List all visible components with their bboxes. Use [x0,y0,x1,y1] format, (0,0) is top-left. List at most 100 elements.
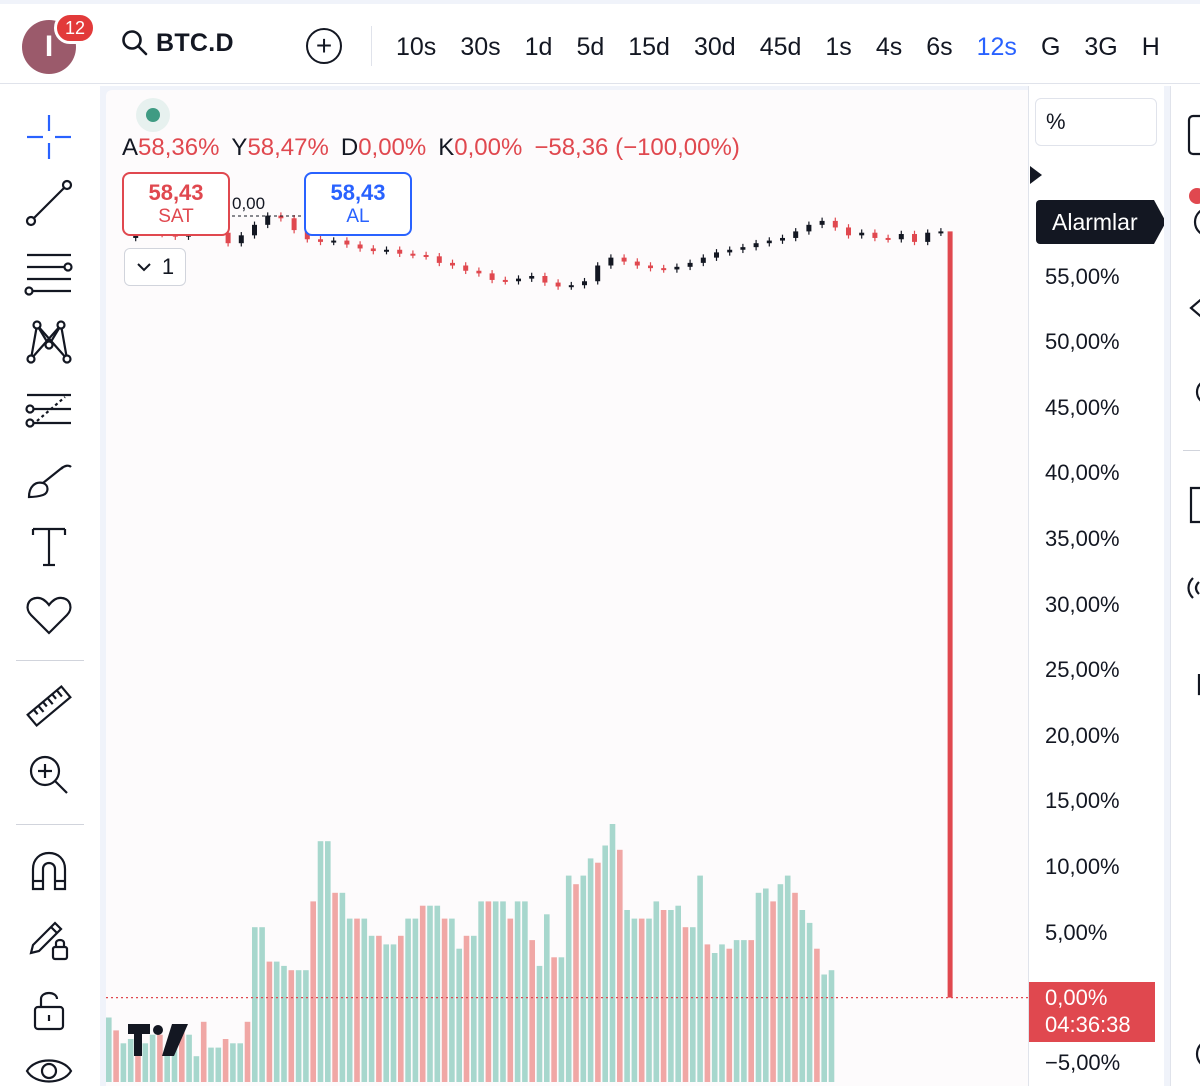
volume-bar [806,922,813,1082]
interval-3g-button[interactable]: 3G [1084,32,1118,61]
top-divider [0,0,1200,4]
pattern-tool[interactable] [22,314,76,368]
interval-1d-button[interactable]: 1d [524,32,553,61]
compare-symbol-button[interactable]: + [306,28,342,64]
interval-12s-button[interactable]: 12s [976,32,1017,61]
ideas-icon[interactable] [1185,482,1200,528]
volume-bar [748,940,754,1082]
notifications-icon[interactable] [1185,660,1200,706]
candle-body [846,227,851,236]
data-window-icon[interactable] [1185,286,1200,332]
price-scale-label: 45,00% [1045,395,1120,420]
volume-bar [522,901,528,1082]
low-key: D [340,134,359,161]
trend-line-tool[interactable] [22,176,76,230]
volume-bar [456,948,462,1082]
zoom-in-icon [29,755,68,794]
alarm-clock-icon[interactable] [1185,198,1200,244]
volume-bar [595,862,601,1082]
fib-retracement-tool[interactable] [22,246,76,300]
text-icon [31,527,67,567]
lock-drawing-tool[interactable] [22,912,76,966]
lock-all-tool[interactable] [22,982,76,1036]
magnet-tool[interactable] [22,844,76,898]
volume-bar [208,1047,214,1082]
zoom-tool[interactable] [22,748,76,802]
brush-tool[interactable] [22,452,76,506]
scale-mode-field[interactable]: % [1035,98,1157,146]
volume-bar [215,1047,222,1082]
measure-tool[interactable] [22,680,76,734]
candle-body [238,235,244,244]
volume-bar [646,918,652,1082]
volume-bar [200,1021,207,1082]
market-status[interactable] [136,98,170,132]
price-scale-label: 10,00% [1045,854,1120,879]
candlestick-chart[interactable] [106,90,1028,1086]
candle-body [661,268,667,271]
high-key: Y [231,134,248,161]
interval-45d-button[interactable]: 45d [759,32,802,61]
candle-body [806,224,812,232]
candle-body [291,218,297,231]
volume-bar [142,1043,149,1082]
volume-bar [449,918,455,1082]
prediction-tool[interactable] [22,384,76,438]
text-tool[interactable] [22,520,76,574]
volume-bar [799,910,806,1082]
unlock-icon [33,991,65,1031]
notification-badge[interactable]: 12 [54,12,96,44]
price-scale[interactable]: % 0,00% 04:36:38 55,00% 50,00% 45,00% 40,00… [1028,86,1164,1086]
candle-body [700,257,706,263]
crosshair-tool[interactable] [22,110,76,164]
volume-bar [529,940,535,1082]
buy-button[interactable]: 58,43 AL [304,172,412,236]
indicator-count: 1 [161,254,175,279]
sell-label: SAT [158,206,194,227]
hide-drawings-tool[interactable] [22,1044,76,1086]
candle-body [529,276,535,279]
price-scale-label: 20,00% [1045,723,1120,748]
help-icon[interactable] [1185,1030,1200,1076]
volume-bar [675,905,681,1082]
avatar-letter: I [44,30,54,63]
crash-candle [947,231,953,998]
chart-pane[interactable]: A 58,36% Y 58,47% D 0,00% K 0,00% −58,36 (−1… [106,90,1028,1086]
symbol-search[interactable]: BTC.D [120,28,234,58]
watchlist-icon[interactable] [1185,112,1200,158]
candle-body [252,224,257,236]
interval-30s-button[interactable]: 30s [460,32,501,61]
low-value: 0,00% [358,134,427,161]
sell-button[interactable]: 58,43 SAT [122,172,230,236]
interval-15d-button[interactable]: 15d [628,32,670,61]
candle-body [516,278,521,282]
interval-5d-button[interactable]: 5d [576,32,605,61]
volume-bar [179,1030,185,1082]
close-key: K [438,134,455,161]
volume-bar [222,1039,229,1082]
volume-bar [310,901,316,1082]
candle-body [555,282,561,287]
interval-10s-button[interactable]: 10s [396,32,437,61]
volume-bar [624,910,630,1082]
lines-icon [24,253,73,296]
sidebar-separator [1183,450,1200,451]
interval-h-button[interactable]: H [1141,32,1160,61]
volume-bar [733,940,740,1082]
interval-6s-button[interactable]: 6s [926,32,953,61]
interval-g-button[interactable]: G [1040,32,1061,61]
volume-bar [507,918,514,1082]
volume-bar [244,1021,251,1082]
hotlist-icon[interactable] [1185,370,1200,416]
interval-30d-button[interactable]: 30d [693,32,736,61]
favorites-tool[interactable] [22,588,76,642]
interval-4s-button[interactable]: 4s [875,32,903,61]
streams-icon[interactable] [1185,564,1200,610]
eye-icon [25,1059,73,1083]
interval-1s-button[interactable]: 1s [825,32,852,61]
indicators-collapse-button[interactable]: 1 [124,248,186,286]
volume-bar [697,875,703,1082]
toolbar-separator [16,660,84,661]
volume-bar [259,927,265,1082]
candle-body [582,281,587,286]
